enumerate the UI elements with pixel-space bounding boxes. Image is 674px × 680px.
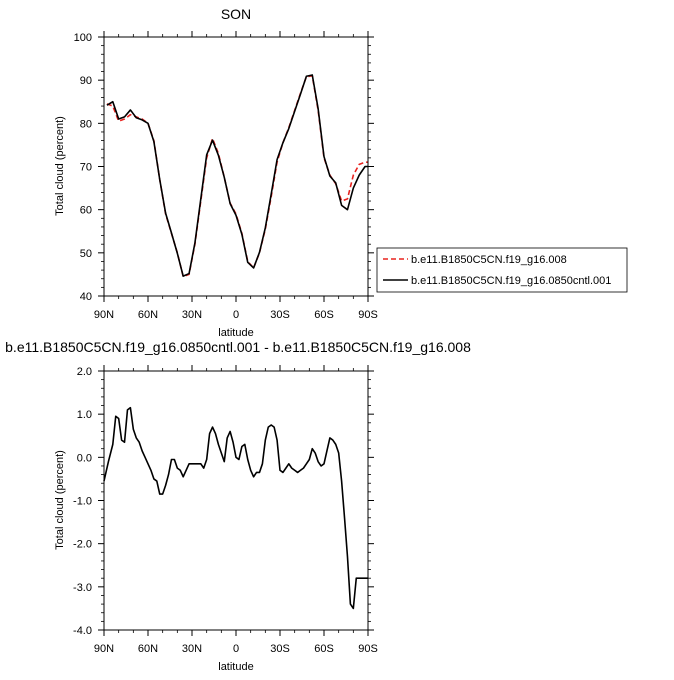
top-x-ticks: 90N 60N 30N 0 30S 60S 90S <box>94 31 378 321</box>
top-x-tick-label: 60N <box>138 309 158 321</box>
bottom-y-tick-label: 1.0 <box>77 409 92 421</box>
legend-label-series-1: b.e11.B1850C5CN.f19_g16.008 <box>411 254 567 266</box>
bottom-x-axis-label: latitude <box>218 661 253 673</box>
bottom-x-tick-label: 30S <box>270 643 290 655</box>
top-y-ticks: 40 50 60 70 80 90 100 <box>74 32 374 303</box>
bottom-y-tick-label: 0.0 <box>77 452 92 464</box>
bottom-y-axis-label: Total cloud (percent) <box>54 450 66 550</box>
bottom-plot-frame <box>103 370 369 631</box>
bottom-x-tick-label: 90S <box>358 643 378 655</box>
top-x-axis-label: latitude <box>218 327 253 339</box>
top-y-tick-label: 50 <box>80 248 92 260</box>
bottom-x-ticks: 90N 60N 30N 0 30S 60S 90S <box>94 365 378 655</box>
bottom-y-tick-label: -1.0 <box>73 496 92 508</box>
top-x-tick-label: 60S <box>314 309 334 321</box>
top-y-tick-label: 100 <box>74 32 92 44</box>
top-y-axis-label: Total cloud (percent) <box>54 116 66 216</box>
legend-box <box>376 247 628 293</box>
top-chart-title: SON <box>221 6 251 22</box>
bottom-y-ticks: 2.0 1.0 0.0 -1.0 -2.0 -3.0 -4.0 <box>73 366 374 637</box>
top-series-line-2 <box>106 74 368 277</box>
bottom-x-tick-label: 60N <box>138 643 158 655</box>
bottom-y-tick-label: -3.0 <box>73 582 92 594</box>
bottom-series-line-1 <box>103 406 368 610</box>
top-plot-frame <box>103 36 369 297</box>
bottom-y-tick-label: 2.0 <box>77 366 92 378</box>
top-series-line-1 <box>106 75 368 278</box>
top-x-tick-label: 0 <box>233 309 239 321</box>
legend-label-series-2: b.e11.B1850C5CN.f19_g16.0850cntl.001 <box>411 275 611 287</box>
top-x-tick-label: 90S <box>358 309 378 321</box>
bottom-y-tick-label: -2.0 <box>73 539 92 551</box>
top-y-tick-label: 40 <box>80 291 92 303</box>
top-x-tick-label: 30N <box>182 309 202 321</box>
legend: b.e11.B1850C5CN.f19_g16.008 b.e11.B1850C… <box>376 247 628 293</box>
top-y-tick-label: 60 <box>80 205 92 217</box>
top-series-layer <box>106 74 368 278</box>
top-y-tick-label: 80 <box>80 118 92 130</box>
bottom-series-layer <box>103 406 368 610</box>
bottom-panel: b.e11.B1850C5CN.f19_g16.0850cntl.001 - b… <box>5 339 471 673</box>
top-x-tick-label: 30S <box>270 309 290 321</box>
bottom-x-tick-label: 90N <box>94 643 114 655</box>
bottom-x-tick-label: 0 <box>233 643 239 655</box>
bottom-chart-title: b.e11.B1850C5CN.f19_g16.0850cntl.001 - b… <box>5 339 471 355</box>
bottom-x-tick-label: 60S <box>314 643 334 655</box>
top-y-tick-label: 70 <box>80 162 92 174</box>
top-x-tick-label: 90N <box>94 309 114 321</box>
top-y-tick-label: 90 <box>80 75 92 87</box>
bottom-x-tick-label: 30N <box>182 643 202 655</box>
bottom-y-tick-label: -4.0 <box>73 625 92 637</box>
